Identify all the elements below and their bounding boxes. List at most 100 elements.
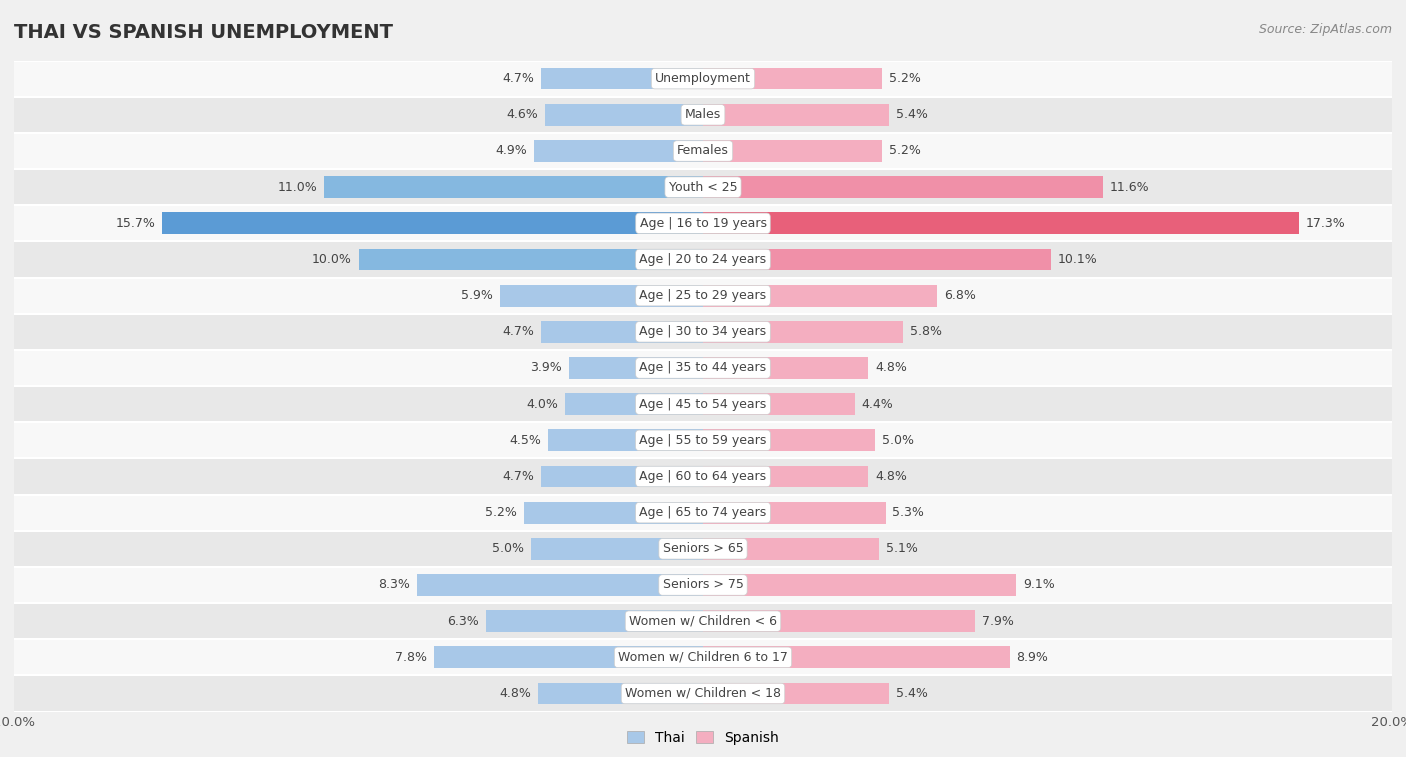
- Text: 4.7%: 4.7%: [502, 72, 534, 85]
- Bar: [524, 502, 703, 524]
- Bar: [534, 140, 703, 162]
- Text: Age | 30 to 34 years: Age | 30 to 34 years: [640, 326, 766, 338]
- Text: Unemployment: Unemployment: [655, 72, 751, 85]
- Bar: [14, 133, 1392, 169]
- Bar: [486, 610, 703, 632]
- Text: 6.3%: 6.3%: [447, 615, 479, 628]
- Bar: [14, 639, 1392, 675]
- Text: 5.1%: 5.1%: [886, 542, 918, 556]
- Bar: [323, 176, 703, 198]
- Bar: [14, 603, 1392, 639]
- Bar: [14, 278, 1392, 313]
- Text: 8.3%: 8.3%: [378, 578, 411, 591]
- Bar: [14, 350, 1392, 386]
- Text: 4.9%: 4.9%: [495, 145, 527, 157]
- Text: THAI VS SPANISH UNEMPLOYMENT: THAI VS SPANISH UNEMPLOYMENT: [14, 23, 394, 42]
- Bar: [434, 646, 703, 668]
- Text: Women w/ Children < 6: Women w/ Children < 6: [628, 615, 778, 628]
- Text: 4.5%: 4.5%: [509, 434, 541, 447]
- Text: 15.7%: 15.7%: [115, 217, 155, 230]
- Bar: [541, 466, 703, 488]
- Text: 5.4%: 5.4%: [896, 687, 928, 700]
- Text: Seniors > 75: Seniors > 75: [662, 578, 744, 591]
- Bar: [548, 429, 703, 451]
- Bar: [537, 683, 703, 704]
- Bar: [14, 61, 1392, 97]
- Text: 5.0%: 5.0%: [492, 542, 524, 556]
- Bar: [565, 394, 703, 415]
- Text: Age | 25 to 29 years: Age | 25 to 29 years: [640, 289, 766, 302]
- Bar: [703, 321, 903, 343]
- Text: Age | 45 to 54 years: Age | 45 to 54 years: [640, 397, 766, 410]
- Text: 4.8%: 4.8%: [875, 362, 907, 375]
- Text: Age | 60 to 64 years: Age | 60 to 64 years: [640, 470, 766, 483]
- Text: 8.9%: 8.9%: [1017, 651, 1049, 664]
- Text: 5.8%: 5.8%: [910, 326, 942, 338]
- Text: Seniors > 65: Seniors > 65: [662, 542, 744, 556]
- Bar: [703, 610, 976, 632]
- Bar: [14, 494, 1392, 531]
- Bar: [14, 567, 1392, 603]
- Text: 4.6%: 4.6%: [506, 108, 537, 121]
- Text: 5.3%: 5.3%: [893, 506, 924, 519]
- Bar: [531, 538, 703, 559]
- Bar: [544, 104, 703, 126]
- Bar: [568, 357, 703, 378]
- Text: 10.0%: 10.0%: [312, 253, 352, 266]
- Bar: [703, 394, 855, 415]
- Text: 11.0%: 11.0%: [277, 181, 318, 194]
- Bar: [703, 574, 1017, 596]
- Bar: [703, 68, 882, 89]
- Bar: [14, 386, 1392, 422]
- Bar: [418, 574, 703, 596]
- Bar: [14, 241, 1392, 278]
- Text: Age | 55 to 59 years: Age | 55 to 59 years: [640, 434, 766, 447]
- Bar: [14, 313, 1392, 350]
- Bar: [703, 646, 1010, 668]
- Bar: [703, 502, 886, 524]
- Text: 5.2%: 5.2%: [889, 145, 921, 157]
- Text: 5.2%: 5.2%: [485, 506, 517, 519]
- Text: 10.1%: 10.1%: [1057, 253, 1098, 266]
- Text: Age | 65 to 74 years: Age | 65 to 74 years: [640, 506, 766, 519]
- Bar: [162, 213, 703, 234]
- Bar: [14, 169, 1392, 205]
- Text: Source: ZipAtlas.com: Source: ZipAtlas.com: [1258, 23, 1392, 36]
- Text: 4.8%: 4.8%: [499, 687, 531, 700]
- Bar: [703, 466, 869, 488]
- Text: Age | 20 to 24 years: Age | 20 to 24 years: [640, 253, 766, 266]
- Text: 5.4%: 5.4%: [896, 108, 928, 121]
- Bar: [703, 248, 1050, 270]
- Text: 9.1%: 9.1%: [1024, 578, 1054, 591]
- Bar: [499, 285, 703, 307]
- Text: 3.9%: 3.9%: [530, 362, 562, 375]
- Bar: [703, 213, 1299, 234]
- Bar: [14, 97, 1392, 133]
- Text: Women w/ Children 6 to 17: Women w/ Children 6 to 17: [619, 651, 787, 664]
- Text: 5.9%: 5.9%: [461, 289, 494, 302]
- Text: 4.4%: 4.4%: [862, 397, 893, 410]
- Bar: [703, 429, 875, 451]
- Bar: [703, 285, 938, 307]
- Text: 5.2%: 5.2%: [889, 72, 921, 85]
- Text: 5.0%: 5.0%: [882, 434, 914, 447]
- Legend: Thai, Spanish: Thai, Spanish: [621, 725, 785, 750]
- Bar: [703, 357, 869, 378]
- Bar: [14, 205, 1392, 241]
- Text: Age | 35 to 44 years: Age | 35 to 44 years: [640, 362, 766, 375]
- Text: 17.3%: 17.3%: [1306, 217, 1346, 230]
- Bar: [703, 683, 889, 704]
- Bar: [703, 176, 1102, 198]
- Text: 11.6%: 11.6%: [1109, 181, 1149, 194]
- Text: 4.0%: 4.0%: [526, 397, 558, 410]
- Bar: [14, 531, 1392, 567]
- Bar: [359, 248, 703, 270]
- Text: 7.8%: 7.8%: [395, 651, 427, 664]
- Bar: [703, 140, 882, 162]
- Text: Males: Males: [685, 108, 721, 121]
- Text: Women w/ Children < 18: Women w/ Children < 18: [626, 687, 780, 700]
- Text: 7.9%: 7.9%: [981, 615, 1014, 628]
- Bar: [541, 68, 703, 89]
- Text: 4.7%: 4.7%: [502, 326, 534, 338]
- Bar: [14, 459, 1392, 494]
